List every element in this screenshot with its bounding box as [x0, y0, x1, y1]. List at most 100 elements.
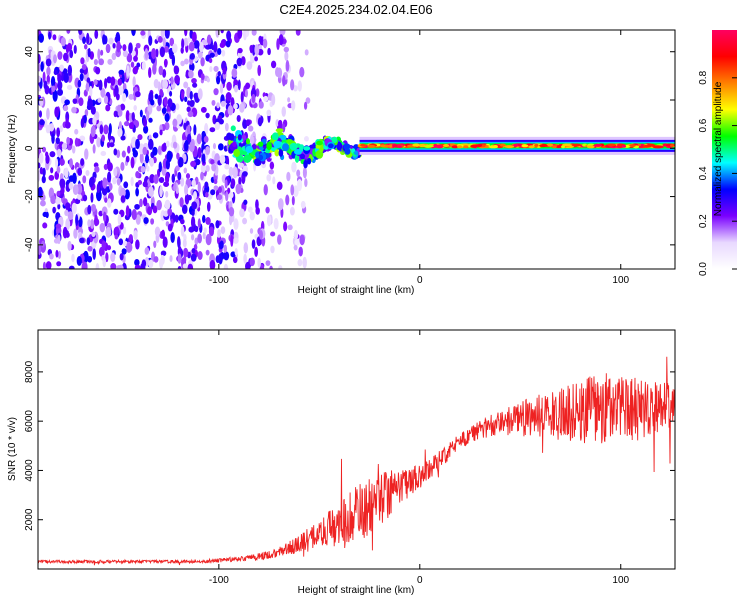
noise-blob: [67, 211, 74, 221]
noise-blob: [57, 80, 63, 91]
noise-blob: [160, 30, 165, 38]
noise-blob: [52, 34, 57, 41]
noise-blob: [289, 206, 295, 216]
noise-blob: [254, 246, 259, 258]
noise-blob: [223, 263, 229, 269]
noise-blob: [76, 255, 82, 266]
band-core: [562, 143, 571, 147]
noise-blob: [162, 79, 169, 89]
noise-blob: [105, 43, 111, 54]
noise-blob: [50, 75, 56, 88]
noise-blob: [107, 171, 112, 183]
noise-blob: [219, 83, 224, 94]
noise-blob: [132, 76, 136, 88]
noise-blob: [131, 112, 135, 122]
noise-blob: [215, 255, 221, 264]
noise-blob: [134, 203, 140, 210]
noise-blob: [108, 123, 112, 135]
band-core: [607, 143, 616, 147]
snr-plot-area: [38, 356, 675, 566]
noise-blob: [191, 78, 197, 84]
noise-blob: [244, 89, 248, 98]
noise-blob: [38, 162, 41, 169]
noise-blob: [55, 137, 60, 145]
noise-blob: [304, 136, 309, 142]
band-core: [481, 144, 486, 148]
noise-blob: [53, 238, 60, 244]
noise-blob: [180, 157, 184, 167]
noise-blob: [203, 135, 209, 143]
noise-blob: [202, 231, 206, 240]
noise-blob: [111, 52, 117, 61]
noise-blob: [228, 191, 234, 199]
noise-blob: [52, 206, 56, 214]
noise-blob: [101, 134, 106, 142]
noise-blob: [197, 251, 203, 260]
noise-blob: [162, 142, 167, 152]
noise-blob: [71, 145, 76, 154]
noise-blob: [110, 76, 116, 86]
noise-blob: [154, 93, 159, 100]
noise-blob: [131, 209, 137, 221]
noise-blob: [251, 93, 256, 104]
noise-blob: [146, 110, 150, 120]
noise-blob: [191, 201, 198, 210]
noise-blob: [209, 259, 216, 269]
noise-blob: [208, 226, 215, 237]
noise-blob: [226, 30, 232, 41]
noise-blob: [277, 198, 284, 211]
noise-blob: [182, 263, 188, 269]
noise-blob: [92, 248, 96, 260]
noise-blob: [84, 109, 89, 117]
noise-blob: [184, 96, 188, 103]
noise-blob: [173, 182, 177, 191]
noise-blob: [200, 164, 207, 174]
noise-blob: [218, 186, 222, 193]
noise-blob: [199, 41, 204, 53]
noise-blob: [204, 122, 209, 135]
noise-blob: [116, 177, 121, 186]
noise-blob: [39, 167, 44, 175]
noise-blob: [157, 145, 162, 156]
noise-blob: [57, 73, 62, 83]
noise-blob: [122, 50, 129, 58]
noise-blob: [114, 226, 120, 235]
noise-blob: [96, 189, 102, 202]
noise-blob: [117, 213, 122, 226]
onset-blob: [282, 143, 290, 152]
spectrogram-x-tick-label: 0: [417, 275, 423, 286]
band-core: [488, 145, 499, 149]
noise-blob: [42, 211, 48, 218]
onset-blob: [245, 145, 254, 154]
noise-blob: [276, 67, 283, 79]
noise-blob: [163, 58, 168, 67]
noise-blob: [145, 154, 150, 164]
noise-blob: [120, 161, 125, 172]
noise-blob: [40, 61, 44, 72]
noise-blob: [197, 218, 201, 229]
noise-blob: [72, 98, 78, 105]
noise-blob: [184, 30, 188, 37]
noise-blob: [76, 193, 83, 200]
colorbar-tick-label: 0.4: [698, 166, 709, 180]
noise-blob: [83, 114, 87, 124]
noise-blob: [42, 222, 48, 229]
snr-y-tick-label: 6000: [24, 410, 35, 433]
onset-blob: [273, 140, 282, 149]
noise-blob: [197, 181, 201, 194]
onset-blob: [275, 128, 284, 133]
noise-blob: [156, 105, 162, 112]
band-core: [512, 143, 519, 147]
noise-blob: [68, 182, 74, 190]
noise-blob: [60, 37, 67, 47]
noise-blob: [85, 82, 90, 93]
noise-blob: [65, 218, 71, 231]
noise-blob: [39, 119, 45, 126]
noise-blob: [213, 41, 218, 53]
noise-blob: [217, 71, 222, 77]
noise-blob: [276, 38, 280, 51]
noise-blob: [121, 150, 126, 158]
noise-blob: [196, 133, 202, 145]
noise-blob: [128, 121, 135, 130]
